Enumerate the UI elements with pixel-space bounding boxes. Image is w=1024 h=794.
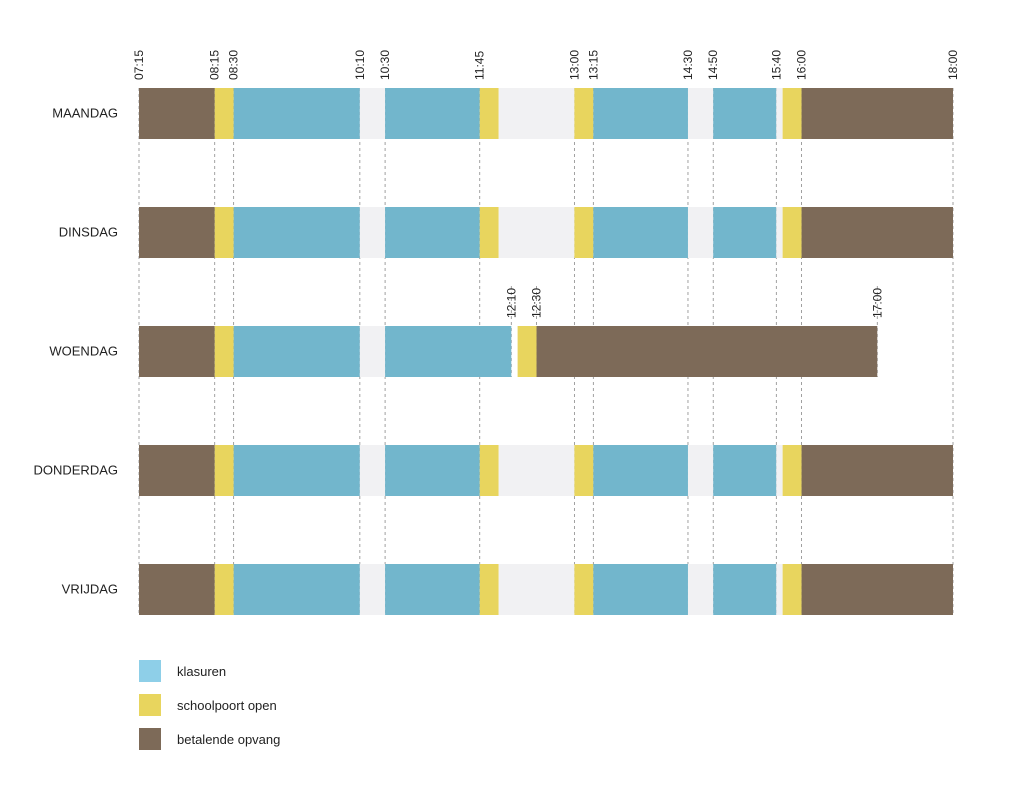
bar-donderdag-schoolpoort-1 bbox=[214, 445, 234, 496]
bar-woendag-opvang-0 bbox=[139, 326, 215, 377]
bar-donderdag-opvang-13 bbox=[801, 445, 953, 496]
bar-maandag-break-3 bbox=[359, 88, 386, 139]
tick-label-1430: 14:30 bbox=[681, 50, 695, 80]
bar-dinsdag-klasuren-2 bbox=[233, 207, 360, 258]
bar-maandag-break-9 bbox=[687, 88, 714, 139]
bar-maandag-schoolpoort-7 bbox=[574, 88, 594, 139]
bar-vrijdag-opvang-13 bbox=[801, 564, 953, 615]
weekly-schedule-chart: 07:15 08:15 08:30 10:10 10:30 11:45 13:00 13:15… bbox=[33, 50, 960, 615]
legend-item-opvang: betalende opvang bbox=[139, 728, 280, 750]
tick-label-0815: 08:15 bbox=[208, 50, 222, 80]
legend-item-klasuren: klasuren bbox=[139, 660, 280, 682]
bar-donderdag-schoolpoort-12 bbox=[782, 445, 802, 496]
tick-label-1030: 10:30 bbox=[378, 50, 392, 80]
bar-maandag-klasuren-2 bbox=[233, 88, 360, 139]
tick-label-woendag-1700: 17:00 bbox=[870, 288, 884, 318]
bar-vrijdag-schoolpoort-1 bbox=[214, 564, 234, 615]
bar-maandag-break-6 bbox=[498, 88, 575, 139]
tick-label-1145: 11:45 bbox=[473, 51, 487, 80]
bar-dinsdag-schoolpoort-7 bbox=[574, 207, 594, 258]
bar-vrijdag-schoolpoort-7 bbox=[574, 564, 594, 615]
bar-woendag-opvang-6 bbox=[536, 326, 878, 377]
bar-vrijdag-schoolpoort-5 bbox=[479, 564, 499, 615]
bar-donderdag-break-11 bbox=[776, 445, 783, 496]
bar-donderdag-klasuren-8 bbox=[593, 445, 688, 496]
legend-label-opvang: betalende opvang bbox=[177, 731, 281, 747]
day-label-vrijdag: VRIJDAG bbox=[62, 582, 118, 597]
bar-donderdag-break-3 bbox=[359, 445, 386, 496]
bar-dinsdag-klasuren-4 bbox=[385, 207, 480, 258]
bar-vrijdag-klasuren-10 bbox=[713, 564, 777, 615]
tick-label-1450: 14:50 bbox=[706, 50, 720, 80]
bar-dinsdag-schoolpoort-12 bbox=[782, 207, 802, 258]
bar-vrijdag-klasuren-8 bbox=[593, 564, 688, 615]
bar-vrijdag-klasuren-4 bbox=[385, 564, 480, 615]
bar-dinsdag-break-9 bbox=[687, 207, 714, 258]
day-bars bbox=[139, 88, 953, 615]
bar-vrijdag-opvang-0 bbox=[139, 564, 215, 615]
bar-woendag-schoolpoort-5 bbox=[517, 326, 537, 377]
legend-swatch-opvang bbox=[139, 728, 161, 750]
bar-maandag-klasuren-4 bbox=[385, 88, 480, 139]
bar-dinsdag-break-3 bbox=[359, 207, 386, 258]
legend-label-schoolpoort: schoolpoort open bbox=[177, 697, 277, 713]
bar-maandag-klasuren-8 bbox=[593, 88, 688, 139]
bar-woendag-break-3 bbox=[359, 326, 386, 377]
bar-dinsdag-break-6 bbox=[498, 207, 575, 258]
legend: klasuren schoolpoort open betalende opva… bbox=[139, 660, 280, 762]
bar-maandag-opvang-0 bbox=[139, 88, 215, 139]
bar-donderdag-schoolpoort-5 bbox=[479, 445, 499, 496]
tick-label-1315: 13:15 bbox=[586, 50, 600, 80]
tick-label-woendag-1210: 12:10 bbox=[504, 288, 518, 318]
bar-maandag-schoolpoort-12 bbox=[782, 88, 802, 139]
tick-label-1600: 16:00 bbox=[795, 50, 809, 80]
bar-donderdag-break-9 bbox=[687, 445, 714, 496]
bar-dinsdag-opvang-0 bbox=[139, 207, 215, 258]
tick-label-1540: 15:40 bbox=[769, 50, 783, 80]
bar-vrijdag-klasuren-2 bbox=[233, 564, 360, 615]
bar-dinsdag-schoolpoort-5 bbox=[479, 207, 499, 258]
legend-swatch-schoolpoort bbox=[139, 694, 161, 716]
day-label-woendag: WOENDAG bbox=[49, 344, 118, 359]
bar-woendag-klasuren-2 bbox=[233, 326, 360, 377]
bar-donderdag-klasuren-10 bbox=[713, 445, 777, 496]
legend-label-klasuren: klasuren bbox=[177, 663, 227, 679]
bar-woendag-klasuren-4 bbox=[385, 326, 512, 377]
bar-donderdag-klasuren-2 bbox=[233, 445, 360, 496]
bar-vrijdag-break-3 bbox=[359, 564, 386, 615]
bar-maandag-break-11 bbox=[776, 88, 783, 139]
tick-label-1300: 13:00 bbox=[567, 50, 581, 80]
bar-dinsdag-klasuren-8 bbox=[593, 207, 688, 258]
bar-maandag-opvang-13 bbox=[801, 88, 953, 139]
bar-vrijdag-break-9 bbox=[687, 564, 714, 615]
bar-donderdag-opvang-0 bbox=[139, 445, 215, 496]
bar-dinsdag-break-11 bbox=[776, 207, 783, 258]
gridlines bbox=[138, 88, 954, 615]
legend-item-schoolpoort: schoolpoort open bbox=[139, 694, 280, 716]
bar-maandag-klasuren-10 bbox=[713, 88, 777, 139]
bar-maandag-schoolpoort-5 bbox=[479, 88, 499, 139]
bar-dinsdag-klasuren-10 bbox=[713, 207, 777, 258]
bar-woendag-schoolpoort-1 bbox=[214, 326, 234, 377]
day-labels: MAANDAG DINSDAG WOENDAG DONDERDAG VRIJDAG bbox=[33, 106, 118, 597]
bar-donderdag-schoolpoort-7 bbox=[574, 445, 594, 496]
bar-vrijdag-break-11 bbox=[776, 564, 783, 615]
bar-vrijdag-schoolpoort-12 bbox=[782, 564, 802, 615]
bar-donderdag-break-6 bbox=[498, 445, 575, 496]
bar-donderdag-klasuren-4 bbox=[385, 445, 480, 496]
time-tick-labels: 07:15 08:15 08:30 10:10 10:30 11:45 13:00 13:15… bbox=[132, 50, 960, 318]
tick-label-0715: 07:15 bbox=[132, 50, 146, 80]
day-label-maandag: MAANDAG bbox=[52, 106, 118, 121]
bar-dinsdag-schoolpoort-1 bbox=[214, 207, 234, 258]
day-label-dinsdag: DINSDAG bbox=[59, 225, 118, 240]
tick-label-1010: 10:10 bbox=[353, 50, 367, 80]
bar-vrijdag-break-6 bbox=[498, 564, 575, 615]
bar-maandag-schoolpoort-1 bbox=[214, 88, 234, 139]
legend-swatch-klasuren bbox=[139, 660, 161, 682]
day-label-donderdag: DONDERDAG bbox=[33, 463, 118, 478]
tick-label-0830: 08:30 bbox=[227, 50, 241, 80]
bar-dinsdag-opvang-13 bbox=[801, 207, 953, 258]
tick-label-woendag-1230: 12:30 bbox=[530, 288, 544, 318]
tick-label-1800: 18:00 bbox=[946, 50, 960, 80]
